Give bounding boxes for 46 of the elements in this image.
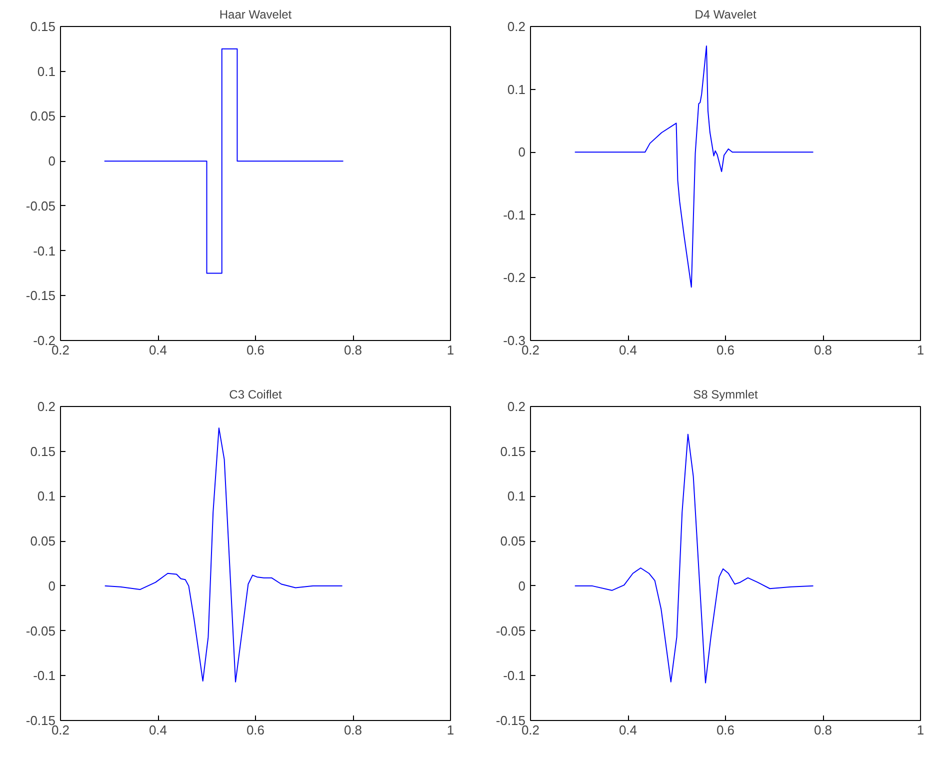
y-tick-label: -0.2 [503, 270, 526, 286]
x-tick-label: 0.8 [814, 722, 832, 738]
x-tick-label: 0.4 [148, 722, 168, 738]
y-tick-label: 0.2 [507, 19, 526, 34]
x-tick-label: 0.6 [716, 722, 735, 738]
y-tick-label: 0.1 [507, 488, 526, 504]
y-tick-label: 0.15 [30, 444, 56, 459]
chart-title: Haar Wavelet [219, 8, 292, 22]
y-tick-label: 0 [48, 578, 56, 594]
y-tick-label: 0 [48, 154, 56, 169]
y-tick-label: -0.1 [33, 668, 56, 684]
y-tick-label: -0.05 [26, 198, 56, 214]
y-tick-label: -0.05 [26, 623, 56, 638]
y-tick-label: 0.05 [30, 534, 56, 549]
y-tick-label: 0.1 [37, 64, 56, 79]
x-tick-label: 0.8 [344, 722, 362, 738]
x-tick-label: 1 [916, 722, 924, 738]
y-tick-label: 0.2 [37, 399, 56, 414]
x-tick-label: 0.8 [814, 342, 832, 358]
x-tick-label: 0.6 [246, 342, 265, 358]
x-tick-label: 0.4 [148, 342, 168, 358]
y-tick-label: -0.05 [496, 623, 526, 638]
x-tick-label: 1 [446, 342, 454, 358]
y-tick-label: 0.15 [500, 444, 526, 459]
y-tick-label: -0.1 [503, 668, 526, 684]
x-tick-label: 0.8 [344, 342, 362, 358]
x-tick-label: 0.4 [618, 722, 638, 738]
y-tick-label: 0.1 [507, 82, 526, 97]
y-tick-label: 0.05 [500, 534, 526, 549]
chart-title: S8 Symmlet [693, 388, 759, 402]
x-tick-label: 1 [446, 722, 454, 738]
y-tick-label: 0 [518, 578, 526, 594]
y-tick-label: 0 [518, 144, 526, 160]
y-tick-label: 0.05 [30, 108, 56, 124]
chart-title: C3 Coiflet [229, 388, 283, 402]
x-tick-label: 0.6 [246, 722, 265, 738]
y-tick-label: 0.15 [30, 19, 56, 34]
y-tick-label: -0.1 [503, 207, 526, 222]
y-tick-label: -0.15 [26, 288, 56, 304]
x-tick-label: 0.6 [716, 342, 735, 358]
x-tick-label: 0.4 [618, 342, 638, 358]
y-tick-label: 0.2 [507, 399, 526, 414]
x-tick-label: 1 [916, 342, 924, 358]
y-tick-label: -0.1 [33, 243, 56, 258]
y-tick-label: 0.1 [37, 488, 56, 504]
chart-title: D4 Wavelet [694, 8, 757, 22]
